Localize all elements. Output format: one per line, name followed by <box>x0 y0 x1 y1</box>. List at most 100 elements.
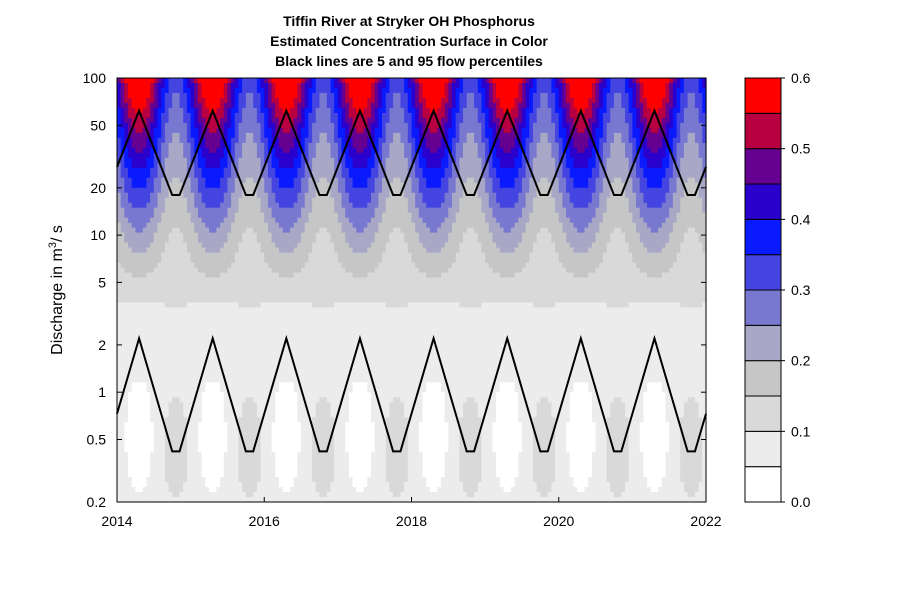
surface-cell <box>256 112 262 119</box>
surface-cell <box>323 112 328 119</box>
surface-cell <box>323 137 328 144</box>
surface-cell <box>282 307 287 314</box>
surface-cell <box>264 472 269 478</box>
surface-cell <box>227 92 232 99</box>
surface-cell <box>304 307 310 314</box>
surface-cell <box>223 127 229 134</box>
surface-cell <box>312 467 317 473</box>
surface-cell <box>315 162 321 169</box>
surface-cell <box>223 457 229 463</box>
surface-cell <box>209 122 214 129</box>
surface-cell <box>286 282 291 289</box>
surface-cell <box>278 412 284 418</box>
surface-cell <box>304 127 310 134</box>
surface-cell <box>286 492 291 498</box>
surface-cell <box>223 402 229 408</box>
surface-cell <box>175 362 181 368</box>
surface-cell <box>260 277 265 284</box>
surface-cell <box>278 252 284 259</box>
surface-cell <box>323 467 328 473</box>
surface-cell <box>142 327 148 333</box>
surface-cell <box>315 327 321 333</box>
surface-cell <box>282 407 287 413</box>
surface-cell <box>312 292 317 299</box>
surface-cell <box>267 112 273 119</box>
surface-cell <box>231 432 236 438</box>
surface-cell <box>312 482 317 488</box>
surface-cell <box>286 287 291 294</box>
surface-cell <box>190 312 195 319</box>
surface-cell <box>256 467 262 473</box>
surface-cell <box>135 347 140 353</box>
surface-cell <box>326 182 332 189</box>
surface-cell <box>183 292 188 299</box>
surface-cell <box>256 157 262 164</box>
surface-cell <box>242 327 247 333</box>
surface-cell <box>161 97 166 104</box>
surface-cell <box>153 452 159 458</box>
surface-cell <box>175 197 181 204</box>
surface-cell <box>194 357 199 363</box>
surface-cell <box>282 207 287 214</box>
surface-cell <box>242 397 247 403</box>
surface-cell <box>205 302 210 309</box>
surface-cell <box>120 282 125 289</box>
surface-cell <box>216 417 221 423</box>
surface-cell <box>179 242 184 249</box>
surface-cell <box>205 387 210 393</box>
surface-cell <box>153 277 159 284</box>
surface-cell <box>308 252 313 259</box>
surface-cell <box>142 262 148 269</box>
surface-cell <box>323 257 328 264</box>
surface-cell <box>271 457 276 463</box>
surface-cell <box>301 487 306 493</box>
surface-cell <box>323 217 328 224</box>
surface-cell <box>220 92 225 99</box>
surface-cell <box>286 377 291 383</box>
surface-cell <box>242 432 247 438</box>
surface-cell <box>190 167 195 174</box>
surface-cell <box>242 492 247 498</box>
surface-cell <box>124 122 129 129</box>
surface-cell <box>117 472 122 478</box>
surface-cell <box>201 242 206 249</box>
surface-cell <box>131 377 136 383</box>
surface-cell <box>256 292 262 299</box>
surface-cell <box>301 437 306 443</box>
surface-cell <box>290 432 295 438</box>
surface-cell <box>216 307 221 314</box>
surface-cell <box>223 132 229 139</box>
surface-cell <box>117 237 122 244</box>
surface-cell <box>135 252 140 259</box>
surface-cell <box>146 257 151 264</box>
surface-cell <box>124 162 129 169</box>
surface-cell <box>186 112 192 119</box>
surface-cell <box>223 442 229 448</box>
surface-cell <box>212 427 217 433</box>
surface-cell <box>293 342 298 348</box>
surface-cell <box>253 397 258 403</box>
surface-cell <box>120 187 125 194</box>
surface-cell <box>286 432 291 438</box>
surface-cell <box>275 177 280 184</box>
surface-cell <box>157 127 162 134</box>
surface-cell <box>164 78 170 84</box>
surface-cell <box>315 477 321 483</box>
surface-cell <box>146 82 151 89</box>
surface-cell <box>304 492 310 498</box>
surface-cell <box>264 452 269 458</box>
surface-cell <box>131 172 136 179</box>
surface-cell <box>172 307 177 314</box>
surface-cell <box>286 137 291 144</box>
surface-cell <box>135 272 140 279</box>
surface-cell <box>249 78 254 84</box>
surface-cell <box>260 477 265 483</box>
surface-cell <box>245 142 251 149</box>
surface-cell <box>278 462 284 468</box>
surface-cell <box>216 322 221 329</box>
surface-cell <box>194 122 199 129</box>
surface-cell <box>260 237 265 244</box>
surface-cell <box>242 247 247 254</box>
surface-cell <box>312 387 317 393</box>
surface-cell <box>278 262 284 269</box>
